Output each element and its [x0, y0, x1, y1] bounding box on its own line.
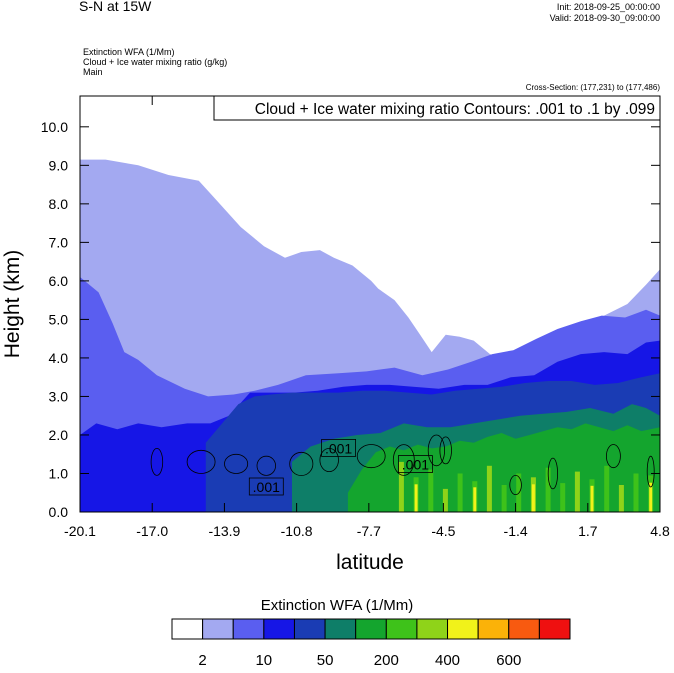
y-tick-label: 7.0	[49, 234, 69, 250]
colorbar-swatch	[447, 618, 479, 640]
extinction-streak	[428, 469, 434, 512]
y-tick-label: 6.0	[49, 273, 69, 289]
extinction-streak	[618, 485, 624, 512]
extinction-core	[531, 484, 535, 512]
extinction-streak	[398, 461, 404, 512]
contour-line	[509, 474, 522, 495]
contour-label: .001	[253, 479, 280, 495]
extinction-fills	[80, 159, 660, 512]
y-tick-label: 0.0	[49, 504, 69, 520]
contour-line	[606, 444, 621, 469]
x-tick-label: -20.1	[64, 523, 96, 539]
colorbar-label: 600	[496, 652, 522, 669]
mixing-ratio-contours: .001 .001 .001	[150, 434, 655, 496]
y-tick-label: 10.0	[41, 119, 68, 135]
y-tick-label: 9.0	[49, 157, 69, 173]
contour-line	[150, 447, 164, 476]
contour-line	[319, 447, 339, 472]
extinction-streak	[442, 488, 448, 512]
contour-line	[392, 444, 415, 476]
colorbar-label: 200	[373, 652, 399, 669]
colorbar-swatch	[508, 618, 540, 640]
colorbar-swatch	[324, 618, 357, 640]
contour-info-box	[213, 95, 661, 121]
cross-section-info: Cross-Section: (177,231) to (177,486)	[525, 83, 660, 92]
extinction-streak	[574, 471, 580, 512]
valid-time: Valid: 2018-09-30_09:00:00	[549, 13, 660, 23]
x-tick-label: -4.5	[431, 523, 455, 539]
extinction-streak	[560, 483, 566, 512]
colorbar-label: 2	[198, 652, 207, 669]
x-tick-label: -7.7	[357, 523, 381, 539]
contour-label-box	[397, 455, 433, 474]
colorbar-label: 50	[316, 652, 334, 669]
contour-info: Cloud + Ice water mixing ratio Contours:…	[255, 101, 655, 118]
init-time: Init: 2018-09-25_00:00:00	[556, 2, 660, 12]
colorbar-swatch	[416, 618, 449, 640]
x-tick-label: -13.9	[208, 523, 240, 539]
contour-line	[256, 455, 277, 476]
contour-line	[289, 451, 314, 476]
extinction-core	[649, 482, 653, 512]
contour-label-box	[248, 477, 284, 496]
extinction-streak	[545, 467, 551, 512]
colorbar-label: 400	[434, 652, 461, 669]
contour-line	[224, 453, 249, 474]
colorbar-label: 10	[255, 652, 273, 669]
x-axis-label: latitude	[336, 551, 404, 574]
y-tick-label: 3.0	[49, 388, 69, 404]
colorbar-swatch	[355, 618, 387, 640]
y-tick-label: 2.0	[49, 427, 69, 443]
extinction-streak	[457, 473, 463, 512]
y-tick-label: 1.0	[49, 466, 69, 482]
extinction-streak	[486, 465, 492, 512]
y-tick-label: 5.0	[49, 311, 69, 327]
y-tick-label: 4.0	[49, 350, 69, 366]
x-tick-label: -1.4	[504, 523, 528, 539]
field-mixing-ratio: Cloud + Ice water mixing ratio (g/kg)	[83, 57, 228, 67]
x-tick-label: 1.7	[578, 523, 598, 539]
contour-line	[427, 434, 445, 467]
colorbar	[171, 618, 571, 640]
colorbar-swatch	[385, 618, 418, 640]
y-tick-label: 8.0	[49, 196, 69, 212]
field-extinction: Extinction WFA (1/Mm)	[83, 47, 175, 57]
x-tick-label: -17.0	[136, 523, 168, 539]
contour-label: .001	[325, 440, 352, 456]
colorbar-title: Extinction WFA (1/Mm)	[260, 597, 414, 614]
colorbar-swatch	[477, 618, 510, 640]
colorbar-swatch	[263, 618, 295, 640]
field-list: Extinction WFA (1/Mm) Cloud + Ice water …	[83, 47, 227, 77]
contour-line	[547, 457, 559, 490]
extinction-streak	[633, 473, 639, 512]
colorbar-swatch	[171, 618, 204, 640]
x-tick-label: -10.8	[281, 523, 313, 539]
y-axis: 0.0 1.0 2.0 3.0 4.0 5.0 6.0 7.0 8.0 9.0 10.0	[41, 119, 660, 520]
contour-label: .001	[402, 457, 429, 473]
contour-line	[439, 436, 452, 465]
extinction-layer-600	[347, 423, 660, 512]
field-main: Main	[83, 67, 103, 77]
colorbar-swatch	[232, 618, 265, 640]
colorbar-swatch	[538, 618, 571, 640]
y-axis-label: Height (km)	[1, 250, 24, 359]
extinction-core	[590, 485, 594, 512]
extinction-core	[473, 487, 477, 512]
colorbar-swatch	[202, 618, 234, 640]
extinction-streak	[501, 485, 507, 512]
contour-line	[186, 449, 216, 474]
chart-title: S-N at 15W	[79, 0, 152, 14]
contour-label-box	[321, 438, 357, 457]
extinction-streak	[604, 465, 610, 512]
contour-line	[356, 444, 386, 469]
x-tick-label: 4.8	[650, 523, 670, 539]
colorbar-swatch	[293, 618, 326, 640]
contour-line	[646, 455, 655, 488]
extinction-core	[414, 484, 418, 512]
time-info: Init: 2018-09-25_00:00:00 Valid: 2018-09…	[550, 2, 660, 24]
